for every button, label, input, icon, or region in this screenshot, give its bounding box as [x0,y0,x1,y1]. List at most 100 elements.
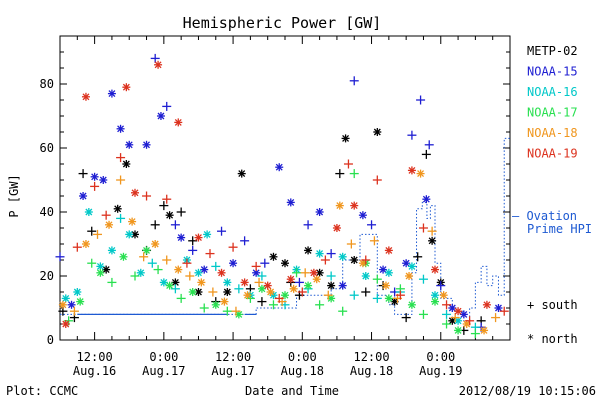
star-d2 [454,326,462,334]
data-point-south [87,226,97,236]
star-d2 [333,224,341,232]
star-d2 [480,326,488,334]
star-d2 [316,269,324,277]
data-point-south [349,169,359,179]
data-point-north [203,230,212,239]
x-tick-date-label: Aug.17 [142,364,185,378]
data-point-south [294,277,304,287]
star-d2 [174,118,182,126]
star-d2 [327,282,335,290]
star-d2 [454,317,462,325]
data-point-north [81,92,90,101]
data-point-south [260,258,270,268]
data-point-north [81,240,90,248]
data-point-north [194,288,203,296]
data-point-south [418,223,428,233]
star-d2 [108,246,116,254]
star-d2 [143,246,150,254]
star-d2 [195,288,202,296]
star-d2 [385,246,393,254]
star-d2 [122,83,130,91]
data-point-south [361,287,371,297]
data-point-north [234,310,243,319]
data-point-north [361,272,370,280]
data-point-north [99,176,108,184]
star-d2 [495,304,502,312]
star-d2 [189,288,197,296]
legend-ovation-label: Prime HPI [527,222,592,236]
star-d2 [143,141,150,149]
data-point-north [407,166,416,175]
data-point-south [162,194,172,204]
data-point-south [176,207,186,217]
data-point-south [231,306,241,316]
star-d2 [166,282,174,290]
series-metp-02 [58,128,486,335]
data-point-south [251,261,261,271]
star-d2 [68,301,75,309]
data-point-north [358,211,367,220]
data-point-south [323,290,333,300]
star-d2 [304,246,312,254]
data-point-south [234,284,244,294]
star-d2 [339,253,347,261]
data-point-north [90,172,99,181]
data-point-south [361,255,371,265]
star-d2 [402,259,410,267]
star-d2 [131,230,139,238]
star-d2 [99,176,107,184]
y-tick-label: 80 [40,77,54,91]
data-point-north [341,134,350,143]
data-point-south [90,181,100,191]
data-point-south [338,306,348,316]
data-point-south [130,271,140,281]
y-tick-label: 60 [40,141,54,155]
star-d2 [428,237,436,245]
data-point-south [139,252,149,262]
star-d2 [105,221,113,229]
data-point-south [320,255,330,265]
x-tick-time-label: 0:00 [149,350,178,364]
series-noaa-16 [61,208,480,332]
data-point-south [297,287,307,297]
data-point-south [101,210,111,220]
data-point-north [312,275,321,284]
star-d2 [431,291,439,299]
data-point-south [199,303,209,313]
star-d2 [359,259,367,267]
data-point-south [208,287,218,297]
data-point-north [407,262,416,271]
star-d2 [313,275,321,283]
data-point-south [69,306,79,316]
x-tick-date-label: Aug.18 [281,364,324,378]
star-d2 [120,253,127,261]
data-point-south [170,220,180,230]
data-point-south [442,300,452,310]
data-point-north [480,326,489,335]
data-point-south [153,265,163,275]
data-point-south [87,258,97,268]
data-point-north [263,281,272,290]
star-d2 [385,294,393,302]
legend-item: NOAA-16 [527,85,578,99]
legend-item: METP-02 [527,44,578,58]
data-point-north [407,300,416,309]
star-d2 [117,125,125,133]
data-point-north [73,288,82,296]
data-point-north [102,265,111,274]
data-point-north [131,188,139,197]
series-noaa-17 [64,169,480,339]
star-d2 [203,230,211,238]
star-d2 [460,310,468,318]
data-point-north [459,310,468,319]
data-point-north [96,268,105,277]
legend-item: NOAA-17 [527,106,578,120]
data-point-north [61,320,70,328]
series-noaa-15 [55,53,503,332]
data-point-north [358,259,367,268]
data-point-north [151,240,160,248]
star-d2 [244,291,251,299]
data-point-north [275,163,284,172]
y-axis-label: P [GW] [7,174,21,217]
star-d2 [241,278,249,286]
